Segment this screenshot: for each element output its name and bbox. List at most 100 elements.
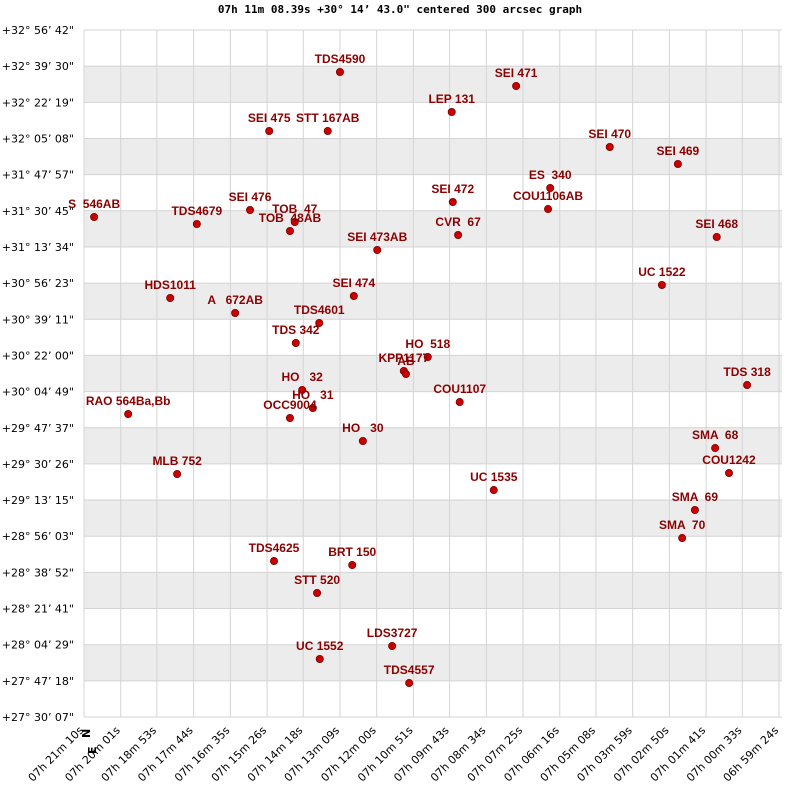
star-label: COU1106AB — [513, 189, 583, 203]
y-tick-label: +29° 30’ 26" — [2, 458, 74, 471]
star — [315, 655, 324, 664]
star — [512, 81, 521, 90]
star — [291, 339, 300, 348]
star-label: HO 32 — [282, 370, 324, 384]
star — [246, 205, 255, 214]
star-label: TDS4590 — [315, 52, 366, 66]
star — [373, 246, 382, 255]
star-label: SEI 471 — [495, 66, 538, 80]
y-tick-label: +27° 47’ 18" — [2, 675, 74, 688]
star-label: HO 30 — [342, 421, 384, 435]
star — [313, 588, 322, 597]
y-tick-label: +29° 13’ 15" — [2, 494, 74, 507]
y-tick-label: +32° 56’ 42" — [2, 24, 74, 37]
star — [285, 414, 294, 423]
star — [166, 293, 175, 302]
star-label: S 546AB — [68, 197, 120, 211]
band — [84, 138, 782, 175]
star-label: STT 167AB — [296, 111, 360, 125]
star — [173, 469, 182, 478]
star-label: SEI 475 — [248, 111, 291, 125]
star-label: TOB 48AB — [259, 211, 322, 225]
star-label: UC 1552 — [296, 639, 344, 653]
star — [673, 159, 682, 168]
star-label: HDS1011 — [145, 278, 197, 292]
star-label: COU1107 — [433, 382, 486, 396]
star — [724, 469, 733, 478]
star — [448, 198, 457, 207]
star — [323, 127, 332, 136]
star — [544, 205, 553, 214]
y-tick-label: +30° 04’ 49" — [2, 386, 74, 399]
y-tick-label: +30° 56’ 23" — [2, 277, 74, 290]
band — [84, 355, 782, 392]
star-label: KPP1177 — [378, 351, 429, 365]
y-tick-label: +27° 30’ 07" — [2, 711, 74, 724]
star-label: TDS 318 — [723, 365, 771, 379]
star — [678, 534, 687, 543]
y-tick-label: +28° 38’ 52" — [2, 566, 74, 579]
star-label: HO 31 — [292, 388, 334, 402]
star — [335, 68, 344, 77]
y-tick-label: +29° 47’ 37" — [2, 422, 74, 435]
star-label: CVR 67 — [435, 215, 481, 229]
star-label: SEI 468 — [695, 217, 738, 231]
y-tick-label: +28° 04’ 29" — [2, 639, 74, 652]
compass-north: N — [80, 729, 93, 738]
compass-east: E — [86, 746, 99, 754]
star-label: STT 520 — [294, 573, 340, 587]
star — [447, 108, 456, 117]
star-label: OCC9004 — [263, 398, 317, 412]
star — [657, 280, 666, 289]
star — [124, 410, 133, 419]
band — [84, 427, 782, 464]
y-tick-label: +32° 22’ 19" — [2, 96, 74, 109]
star — [455, 398, 464, 407]
star-label: MLB 752 — [152, 454, 202, 468]
star-label: TDS4557 — [384, 663, 435, 677]
band — [84, 644, 782, 681]
y-tick-label: +32° 39’ 30" — [2, 60, 74, 73]
y-tick-label: +32° 05’ 08" — [2, 132, 74, 145]
star-label: UC 1535 — [470, 470, 518, 484]
band — [84, 210, 782, 247]
star — [192, 219, 201, 228]
star — [454, 230, 463, 239]
star — [423, 353, 432, 362]
chart-title: 07h 11m 08.39s +30° 14’ 43.0" centered 3… — [218, 3, 582, 16]
star-label: TDS4625 — [249, 541, 300, 555]
star — [605, 142, 614, 151]
star-label: TDS4601 — [294, 303, 345, 317]
star-label: SEI 476 — [229, 190, 272, 204]
star — [690, 506, 699, 515]
y-tick-label: +28° 21’ 41" — [2, 603, 74, 616]
star-label: TDS 342 — [272, 323, 320, 337]
band — [84, 66, 782, 103]
star-label: SMA 69 — [672, 490, 719, 504]
star — [348, 561, 357, 570]
star-label: LEP 131 — [428, 92, 475, 106]
star-label: SEI 469 — [657, 144, 700, 158]
star — [315, 318, 324, 327]
star — [711, 444, 720, 453]
star-label: SEI 472 — [431, 182, 474, 196]
star — [308, 404, 317, 413]
star — [269, 557, 278, 566]
star-label: COU1242 — [702, 453, 756, 467]
star — [290, 217, 299, 226]
star — [285, 226, 294, 235]
y-tick-label: +31° 13’ 34" — [2, 241, 74, 254]
star-label: TDS4679 — [171, 204, 222, 218]
star — [401, 370, 410, 379]
star-label: SMA 68 — [692, 428, 739, 442]
star-label: TOB 47 — [272, 202, 317, 216]
star — [743, 381, 752, 390]
star-label: SEI 470 — [588, 127, 631, 141]
star-label: SEI 474 — [332, 276, 375, 290]
star-label: LDS3727 — [367, 626, 418, 640]
star — [489, 486, 498, 495]
star — [265, 127, 274, 136]
y-tick-label: +30° 22’ 00" — [2, 349, 74, 362]
band — [84, 500, 782, 537]
